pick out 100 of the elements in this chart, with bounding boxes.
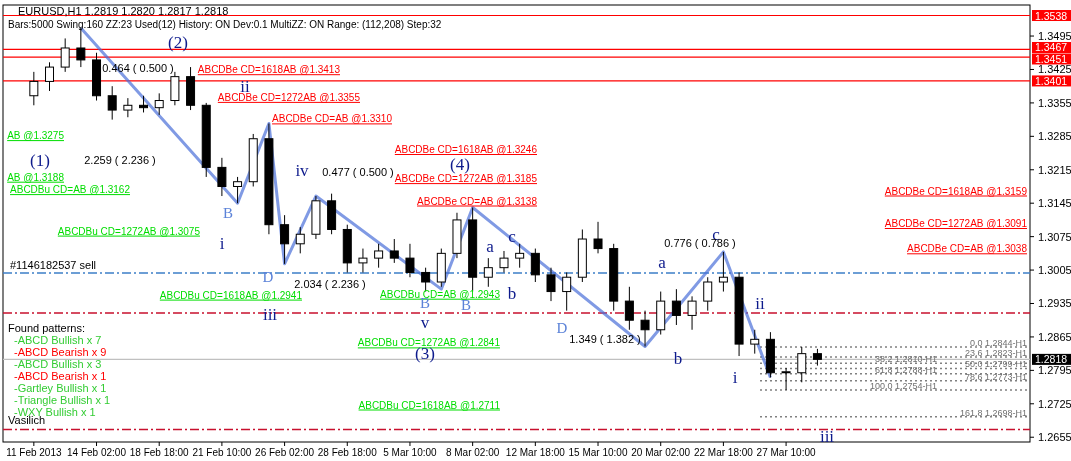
candlestick (217, 157, 227, 197)
y-tick-label: 1.3495 (1038, 30, 1071, 43)
annotation: iii (262, 304, 278, 324)
y-tick-label: 1.2795 (1038, 364, 1071, 377)
annotation: ABCDBe CD=AB @1.3138 (417, 195, 538, 207)
candlestick (781, 367, 791, 391)
y-tick-label: 1.2935 (1038, 297, 1071, 310)
ref-line-label: 1.3401 (1035, 74, 1068, 87)
candlestick (45, 61, 55, 92)
y-tick-label: 1.3355 (1038, 96, 1071, 109)
annotation: ABCDBe CD=1618AB @1.3246 (394, 144, 538, 155)
annotation: -ABCD Bullish x 3 (14, 358, 102, 370)
x-tick-label: 22 Mar 18:00 (693, 447, 754, 458)
annotation: ABCDBe CD=AB @1.3038 (907, 243, 1028, 255)
candlestick (405, 243, 415, 278)
candlestick (233, 176, 243, 204)
x-tick-label: 11 Feb 2013 (6, 447, 62, 458)
annotation: AB @1.3188 (7, 171, 65, 183)
candlestick (295, 226, 305, 254)
annotation: i (732, 367, 738, 387)
chart-title: EURUSD,H1 1.2819 1.2820 1.2817 1.2818 (18, 5, 229, 17)
annotation: i (219, 233, 225, 253)
annotation: ABCDBu CD=1618AB @1.2941 (159, 289, 303, 301)
annotation: 2.259 ( 2.236 ) (84, 153, 156, 166)
y-tick-label: 1.3425 (1038, 63, 1071, 76)
candlestick (389, 238, 399, 264)
annotation: b (507, 283, 517, 303)
annotation: ABCDBe CD=1272AB @1.3091 (884, 218, 1028, 229)
x-tick-label: 15 Mar 10:00 (568, 447, 628, 458)
candlestick (29, 71, 39, 106)
annotation: D (556, 320, 568, 337)
annotation: v (420, 312, 430, 332)
y-tick-label: 1.3215 (1038, 163, 1071, 176)
x-tick-label: 5 Mar 10:00 (383, 447, 438, 458)
ref-line-label: 1.3467 (1035, 41, 1068, 54)
ref-line-label: #1146182537 sell (10, 258, 97, 271)
candlestick (546, 267, 556, 302)
candlestick (60, 37, 70, 73)
ref-line-label: 161.8 1.2698-H1 (959, 407, 1027, 418)
y-tick-label: 1.2655 (1038, 431, 1071, 444)
annotation: ABCDBu CD=1272AB @1.2841 (357, 337, 501, 349)
annotation: 0.477 ( 0.500 ) (322, 165, 394, 178)
annotation: D (262, 269, 274, 286)
ref-line-label: 78.6 1.2773-H1 (964, 371, 1027, 382)
ref-line-label: 1.3451 (1035, 52, 1068, 65)
candlestick (593, 221, 603, 254)
candlestick (280, 214, 290, 265)
candlestick (499, 250, 509, 273)
candlestick (107, 85, 117, 121)
candlestick (750, 329, 760, 355)
annotation: 2.034 ( 2.236 ) (294, 277, 366, 290)
candlestick (671, 288, 681, 326)
y-tick-label: 1.2725 (1038, 397, 1071, 410)
annotation: AB @1.3275 (7, 130, 65, 142)
annotation: ABCDBu CD=AB @1.3162 (10, 184, 131, 196)
annotation: ABCDBe CD=AB @1.3310 (272, 113, 393, 125)
annotation: (4) (450, 154, 470, 174)
x-tick-label: 18 Feb 18:00 (129, 447, 190, 458)
candlestick (374, 243, 384, 269)
candlestick (624, 286, 634, 331)
annotation: ii (755, 293, 765, 313)
candlestick (483, 257, 493, 288)
y-tick-label: 1.3285 (1038, 130, 1071, 143)
candlestick (640, 310, 650, 347)
candlestick (562, 271, 572, 312)
annotation: ABCDBe CD=1618AB @1.3413 (197, 64, 341, 76)
candlestick (530, 248, 540, 283)
annotation: ABCDBe CD=1618AB @1.3159 (884, 185, 1028, 197)
annotation: -ABCD Bullish x 7 (14, 334, 102, 346)
ref-line-label: 61.8 1.2788-H1 (874, 364, 937, 375)
y-tick-label: 1.3075 (1038, 230, 1071, 243)
ref-line-label: 23.6 1.2823-H1 (964, 347, 1027, 358)
ref-line-label: 1.2818 (1035, 353, 1068, 366)
annotation: -ABCD Bearish x 1 (14, 370, 107, 382)
x-tick-label: 26 Feb 02:00 (255, 447, 315, 458)
candlestick (154, 92, 164, 116)
annotation: -Triangle Bullish x 1 (14, 394, 111, 406)
annotation: ABCDBe CD=1272AB @1.3185 (394, 173, 538, 185)
annotation: iv (295, 160, 310, 180)
annotation: a (486, 236, 495, 256)
x-tick-label: 14 Feb 02:00 (67, 447, 127, 458)
annotation: -Gartley Bullish x 1 (14, 382, 107, 394)
candlestick (123, 97, 133, 118)
annotation: a (658, 252, 667, 272)
annotation: 0.464 ( 0.500 ) (102, 61, 174, 74)
x-tick-label: 28 Feb 18:00 (317, 447, 378, 458)
annotation: iii (819, 426, 835, 446)
annotation: (2) (168, 32, 188, 52)
annotation: ABCDBu CD=1618AB @1.2711 (358, 399, 501, 411)
ref-line-label: 0.0 1.2844-H1 (969, 337, 1027, 348)
x-tick-label: 27 Mar 10:00 (756, 447, 816, 458)
ref-line-label: 100.0 1.2754-H1 (869, 380, 937, 391)
ref-line-label: 50.0 1.2799-H1 (964, 359, 1027, 370)
candlestick (718, 251, 728, 293)
candlestick (703, 276, 713, 312)
x-tick-label: 8 Mar 02:00 (445, 447, 500, 458)
x-tick-label: 20 Mar 02:00 (631, 447, 691, 458)
x-tick-label: 12 Mar 18:00 (505, 447, 566, 458)
candlestick (797, 346, 807, 383)
candlestick (358, 248, 368, 273)
